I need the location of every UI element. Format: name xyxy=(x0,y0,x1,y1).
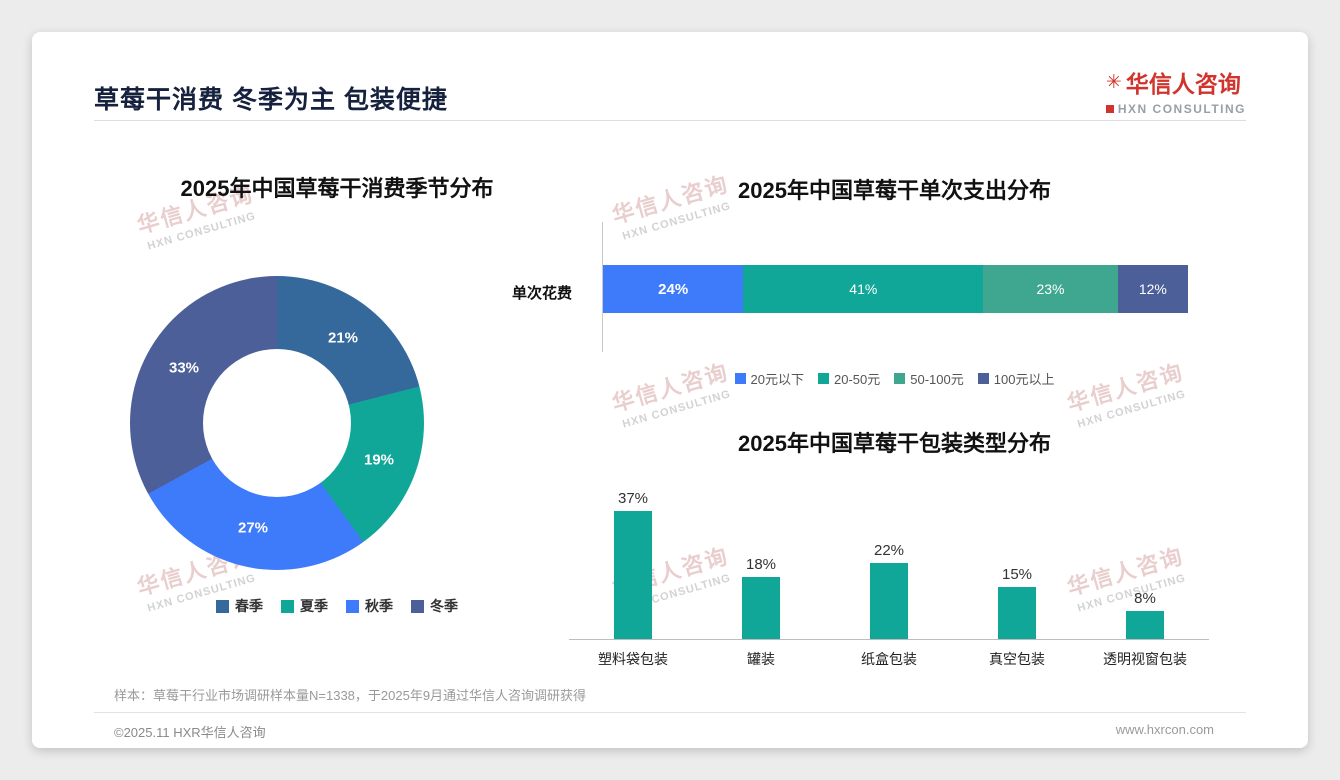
bar-column: 37% xyxy=(569,480,697,639)
header-divider xyxy=(94,120,1246,121)
logo-subtitle-row: HXN CONSULTING xyxy=(1105,102,1246,116)
spend-stacked-bar: 24% 41% 23% 12% xyxy=(603,265,1188,313)
page-title: 草莓干消费 冬季为主 包装便捷 xyxy=(94,86,448,114)
stack-segment: 24% xyxy=(603,265,744,313)
legend-swatch xyxy=(894,373,906,384)
logo-name-row: ✳ 华信人咨询 xyxy=(1106,65,1246,99)
season-legend: 春季 夏季 秋季 冬季 xyxy=(92,596,582,616)
bar xyxy=(614,511,652,639)
bar-category-label: 罐装 xyxy=(747,651,775,667)
stack-segment: 12% xyxy=(1117,265,1188,313)
bar-category-label: 塑料袋包装 xyxy=(598,651,668,667)
watermark-line2: HXN CONSULTING xyxy=(146,210,258,253)
sample-note: 样本：草莓干行业市场调研样本量N=1338，于2025年9月通过华信人咨询调研获… xyxy=(114,688,587,703)
packaging-xlabels: 塑料袋包装 罐装 纸盒包装 真空包装 透明视窗包装 xyxy=(569,649,1209,669)
bar xyxy=(998,587,1036,639)
report-slide: 华信人咨询 HXN CONSULTING 华信人咨询 HXN CONSULTIN… xyxy=(32,32,1308,748)
legend-item: 20-50元 xyxy=(818,369,880,388)
website-text: www.hxrcon.com xyxy=(1115,722,1214,737)
legend-label: 春季 xyxy=(235,598,263,614)
bar-column: 15% xyxy=(953,480,1081,639)
donut-slice-label: 33% xyxy=(168,359,200,377)
legend-item: 秋季 xyxy=(346,596,393,616)
donut-slice-label: 27% xyxy=(237,519,269,537)
legend-item: 春季 xyxy=(216,596,263,616)
legend-swatch xyxy=(977,373,989,384)
legend-item: 冬季 xyxy=(411,596,458,616)
bar-column: 22% xyxy=(825,480,953,639)
legend-label: 20元以下 xyxy=(750,372,805,387)
legend-label: 夏季 xyxy=(300,598,328,614)
legend-label: 冬季 xyxy=(430,598,458,614)
legend-swatch xyxy=(346,599,359,613)
legend-swatch xyxy=(411,599,424,613)
legend-swatch xyxy=(734,373,746,384)
bar-value-label: 8% xyxy=(1134,590,1156,607)
legend-item: 100元以上 xyxy=(977,369,1055,388)
watermark-line2: HXN CONSULTING xyxy=(621,388,733,431)
company-logo: ✳ 华信人咨询 HXN CONSULTING xyxy=(1105,65,1246,116)
logo-subtitle: HXN CONSULTING xyxy=(1117,102,1246,116)
bar-category-label: 透明视窗包装 xyxy=(1103,651,1187,667)
legend-item: 50-100元 xyxy=(894,369,964,388)
logo-square-icon xyxy=(1105,105,1114,113)
spend-axis-line xyxy=(602,222,603,352)
watermark-line2: HXN CONSULTING xyxy=(1076,388,1188,431)
donut-slice-label: 21% xyxy=(327,329,359,347)
logo-name: 华信人咨询 xyxy=(1125,71,1241,97)
spend-legend: 20元以下 20-50元 50-100元 100元以上 xyxy=(597,369,1192,388)
season-donut-hole xyxy=(203,349,351,497)
legend-label: 100元以上 xyxy=(993,372,1055,387)
season-donut-chart: 21% 19% 27% 33% xyxy=(130,276,424,570)
legend-item: 20元以下 xyxy=(734,369,805,388)
packaging-plot: 37% 18% 22% 15% 8% xyxy=(569,480,1209,640)
logo-flower-icon: ✳ xyxy=(1105,71,1122,93)
bar xyxy=(742,577,780,639)
bar-value-label: 18% xyxy=(745,556,777,573)
bar-category-label: 纸盒包装 xyxy=(861,651,917,667)
bar-value-label: 22% xyxy=(873,542,905,559)
stack-segment: 23% xyxy=(983,265,1118,313)
bar-column: 8% xyxy=(1081,480,1209,639)
footer-divider xyxy=(94,712,1246,713)
bar-category-label: 真空包装 xyxy=(989,651,1045,667)
legend-label: 50-100元 xyxy=(910,372,964,387)
bar-value-label: 15% xyxy=(1001,566,1033,583)
bar-value-label: 37% xyxy=(617,490,649,507)
legend-label: 20-50元 xyxy=(834,372,881,387)
packaging-chart-title: 2025年中国草莓干包装类型分布 xyxy=(738,431,1051,456)
watermark-line2: HXN CONSULTING xyxy=(621,200,733,243)
donut-slice-label: 19% xyxy=(363,451,395,469)
legend-item: 夏季 xyxy=(281,596,328,616)
legend-swatch xyxy=(216,599,229,613)
season-chart-title: 2025年中国草莓干消费季节分布 xyxy=(180,176,494,201)
bar xyxy=(1126,611,1164,639)
copyright-text: ©2025.11 HXR华信人咨询 xyxy=(114,725,266,740)
bar xyxy=(870,563,908,639)
bar-column: 18% xyxy=(697,480,825,639)
legend-swatch xyxy=(818,373,830,384)
watermark: 华信人咨询 HXN CONSULTING xyxy=(608,354,736,431)
spend-chart-title: 2025年中国草莓干单次支出分布 xyxy=(738,178,1051,203)
legend-swatch xyxy=(281,599,294,613)
spend-category-label: 单次花费 xyxy=(511,285,572,302)
watermark: 华信人咨询 HXN CONSULTING xyxy=(1063,354,1191,431)
stack-segment: 41% xyxy=(743,265,984,313)
legend-label: 秋季 xyxy=(365,598,393,614)
